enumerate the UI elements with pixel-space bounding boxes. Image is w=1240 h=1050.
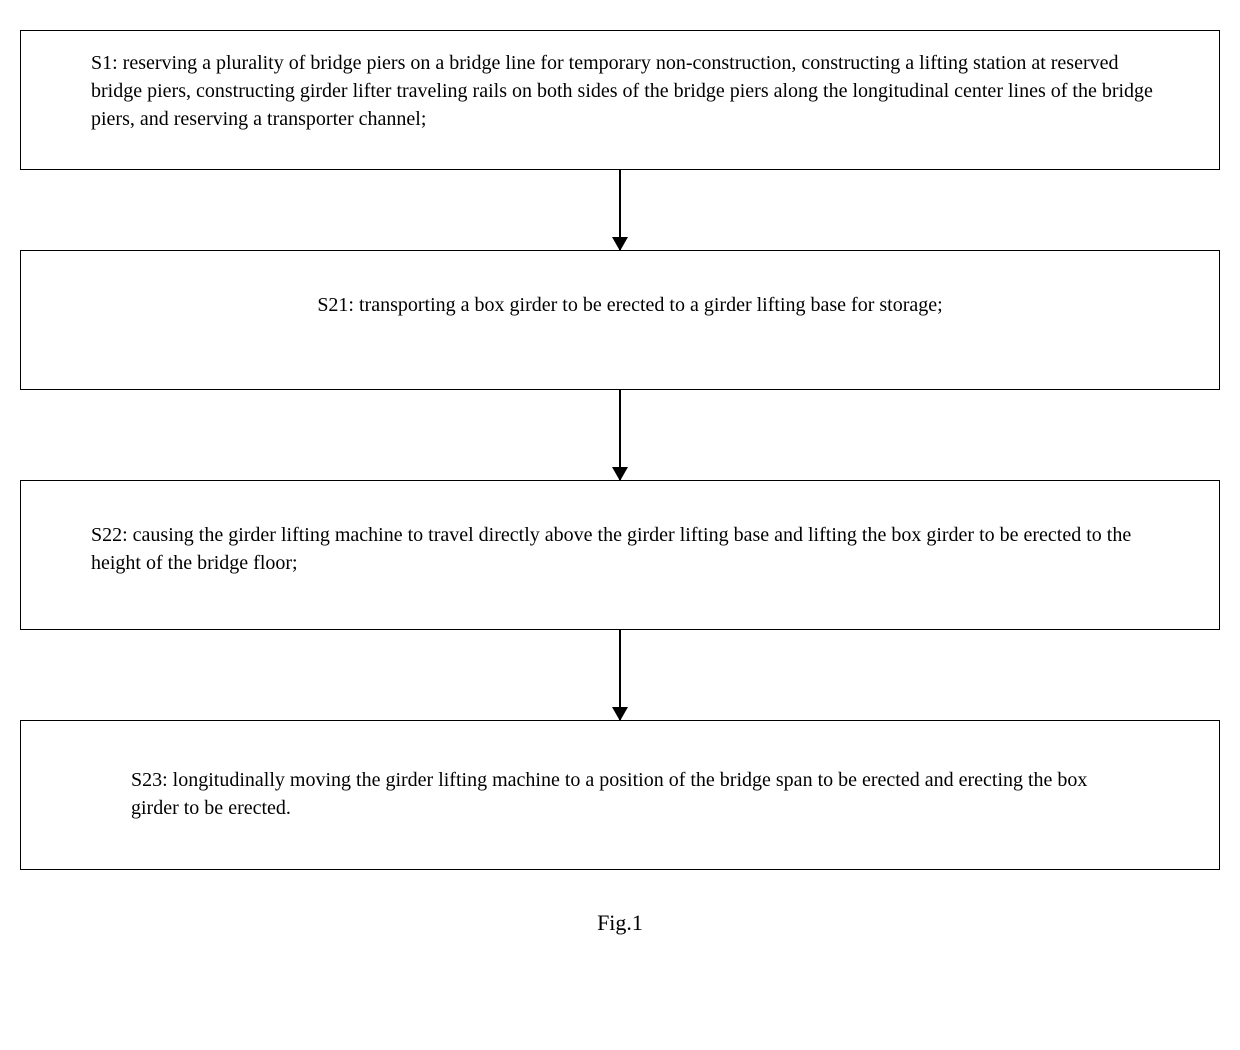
arrow-line-icon [619, 170, 621, 250]
flow-box-s22: S22: causing the girder lifting machine … [20, 480, 1220, 630]
flow-box-text: S22: causing the girder lifting machine … [91, 521, 1169, 577]
flow-box-s21: S21: transporting a box girder to be ere… [20, 250, 1220, 390]
arrow-s1-s21 [20, 170, 1220, 250]
arrow-line-icon [619, 390, 621, 480]
arrow-s21-s22 [20, 390, 1220, 480]
figure-caption: Fig.1 [20, 910, 1220, 936]
flowchart-container: S1: reserving a plurality of bridge pier… [0, 0, 1240, 936]
flow-box-text: S1: reserving a plurality of bridge pier… [91, 49, 1169, 133]
arrow-s22-s23 [20, 630, 1220, 720]
flow-box-text: S23: longitudinally moving the girder li… [131, 766, 1109, 822]
flow-box-text: S21: transporting a box girder to be ere… [317, 291, 942, 319]
arrow-line-icon [619, 630, 621, 720]
flow-box-s23: S23: longitudinally moving the girder li… [20, 720, 1220, 870]
flow-box-s1: S1: reserving a plurality of bridge pier… [20, 30, 1220, 170]
